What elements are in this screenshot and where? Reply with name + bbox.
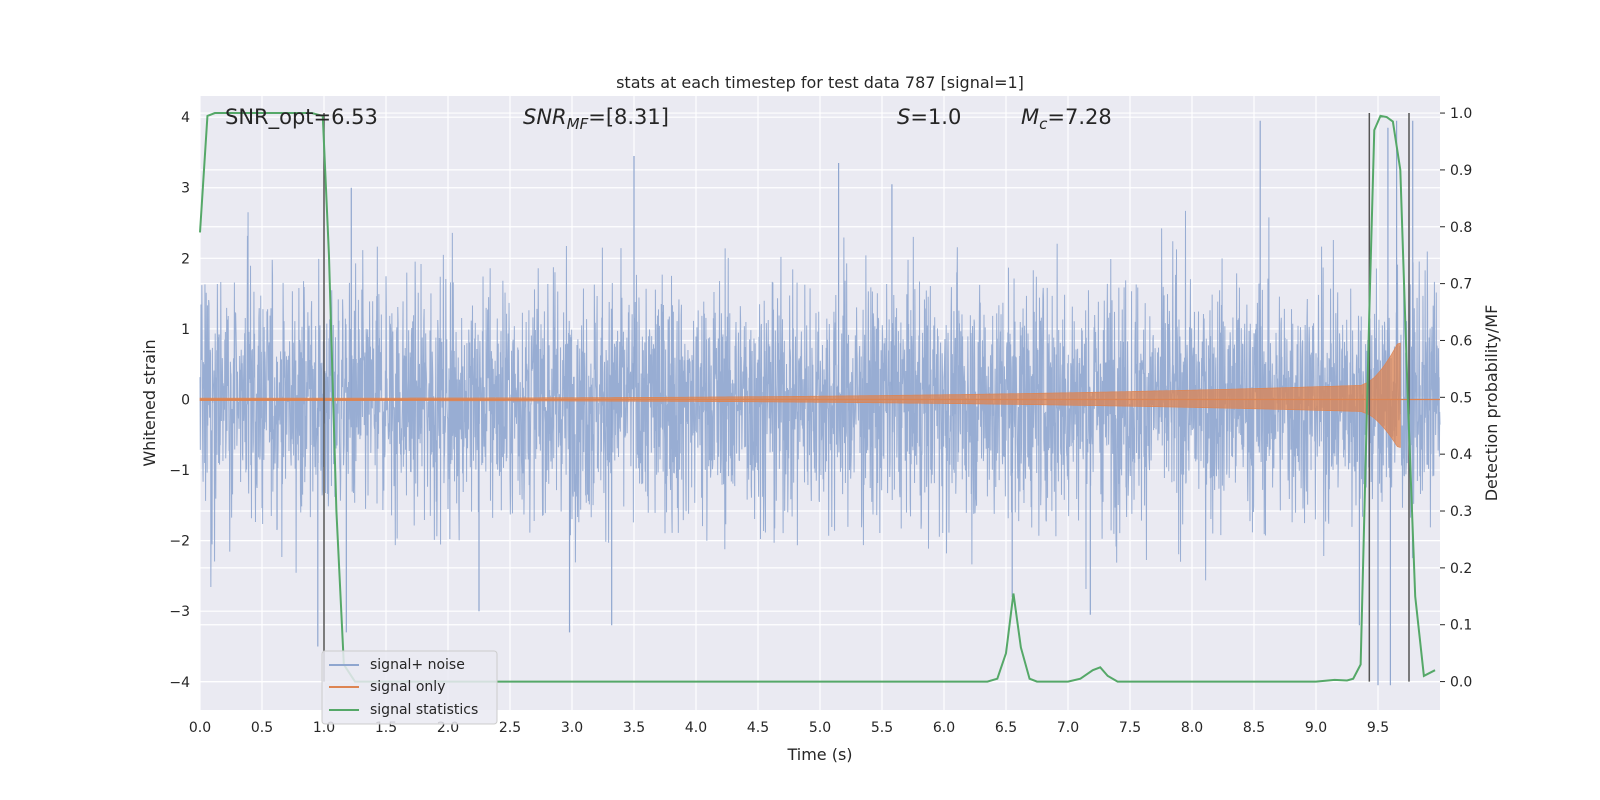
legend: signal+ noise signal only signal statist… (321, 650, 498, 725)
x-tick-label-16: 8.0 (1181, 720, 1203, 736)
noise-trace (199, 210, 1441, 589)
x-tick-label-1: 0.5 (251, 720, 273, 736)
annotation-mc-subscript: c (1039, 115, 1048, 133)
x-tick-label-0: 0.0 (189, 720, 211, 736)
annotation-snr-mf-value: =[8.31] (588, 105, 669, 129)
y-ticks-left: −4 −3 −2 −1 0 1 2 3 4 (169, 110, 190, 691)
annotation-snr-mf-subscript: MF (567, 115, 589, 133)
x-tick-label-8: 4.0 (685, 720, 707, 736)
annotation-s-symbol: S (897, 105, 910, 129)
y-tick-label-left-2: −2 (169, 534, 190, 550)
x-axis-label: Time (s) (786, 745, 852, 764)
y-tick-label-left-1: −3 (169, 604, 190, 620)
y-tick-label-right-3: 0.3 (1450, 504, 1472, 520)
x-tick-label-9: 4.5 (747, 720, 769, 736)
y-tick-label-left-7: 3 (181, 181, 190, 197)
statistics-line (199, 112, 1436, 683)
y-tick-label-left-4: 0 (181, 392, 190, 408)
y-tick-label-left-0: −4 (169, 675, 190, 691)
x-tick-label-13: 6.5 (995, 720, 1017, 736)
x-tick-label-18: 9.0 (1305, 720, 1327, 736)
x-tick-label-5: 2.5 (499, 720, 521, 736)
chart-title: stats at each timestep for test data 787… (616, 73, 1024, 92)
series-signal-only (199, 342, 1440, 448)
x-tick-label-6: 3.0 (561, 720, 583, 736)
legend-label-signal-noise: signal+ noise (370, 657, 465, 673)
y-tick-label-right-2: 0.2 (1450, 561, 1472, 577)
annotation-snr-opt: SNR_opt=6.53 (225, 105, 378, 130)
annotation-snr-mf: SNRMF=[8.31] (523, 105, 669, 133)
series-signal-statistics (199, 112, 1436, 683)
annotation-mc-value: =7.28 (1047, 105, 1111, 129)
y-axis-label-left: Whitened strain (140, 339, 159, 466)
y-tick-label-right-8: 0.8 (1450, 220, 1472, 236)
annotation-snr-mf-symbol: SNR (523, 105, 567, 129)
y-tick-label-right-7: 0.7 (1450, 277, 1472, 293)
x-tick-label-10: 5.0 (809, 720, 831, 736)
x-tick-label-14: 7.0 (1057, 720, 1079, 736)
y-tick-label-left-5: 1 (181, 322, 190, 338)
y-tick-label-left-6: 2 (181, 251, 190, 267)
chirp-envelope (199, 342, 1401, 448)
x-tick-label-17: 8.5 (1243, 720, 1265, 736)
y-tick-label-left-8: 4 (181, 110, 190, 126)
annotation-mc: Mc=7.28 (1021, 105, 1112, 133)
vertical-markers (323, 113, 1410, 682)
y-ticks-right: 0.0 0.1 0.2 0.3 0.4 0.5 0.6 0.7 0.8 0.9 1.0 (1440, 106, 1472, 691)
annotation-s: S=1.0 (897, 105, 961, 129)
y-tick-label-right-10: 1.0 (1450, 106, 1472, 122)
y-tick-label-right-6: 0.6 (1450, 333, 1472, 349)
x-tick-label-11: 5.5 (871, 720, 893, 736)
y-tick-label-right-0: 0.0 (1450, 675, 1472, 691)
legend-label-signal-only: signal only (370, 679, 445, 695)
annotation-s-value: =1.0 (910, 105, 961, 129)
annotation-mc-symbol: M (1021, 105, 1039, 129)
legend-label-signal-statistics: signal statistics (370, 702, 478, 718)
y-tick-label-right-5: 0.5 (1450, 390, 1472, 406)
y-tick-label-right-1: 0.1 (1450, 618, 1472, 634)
legend-box (321, 650, 498, 725)
y-axis-label-right: Detection probability/MF (1482, 305, 1501, 502)
y-tick-label-left-3: −1 (169, 463, 190, 479)
x-tick-label-19: 9.5 (1367, 720, 1389, 736)
y-tick-label-right-4: 0.4 (1450, 447, 1472, 463)
y-tick-label-right-9: 0.9 (1450, 163, 1472, 179)
x-tick-label-7: 3.5 (623, 720, 645, 736)
x-tick-label-15: 7.5 (1119, 720, 1141, 736)
x-tick-label-12: 6.0 (933, 720, 955, 736)
